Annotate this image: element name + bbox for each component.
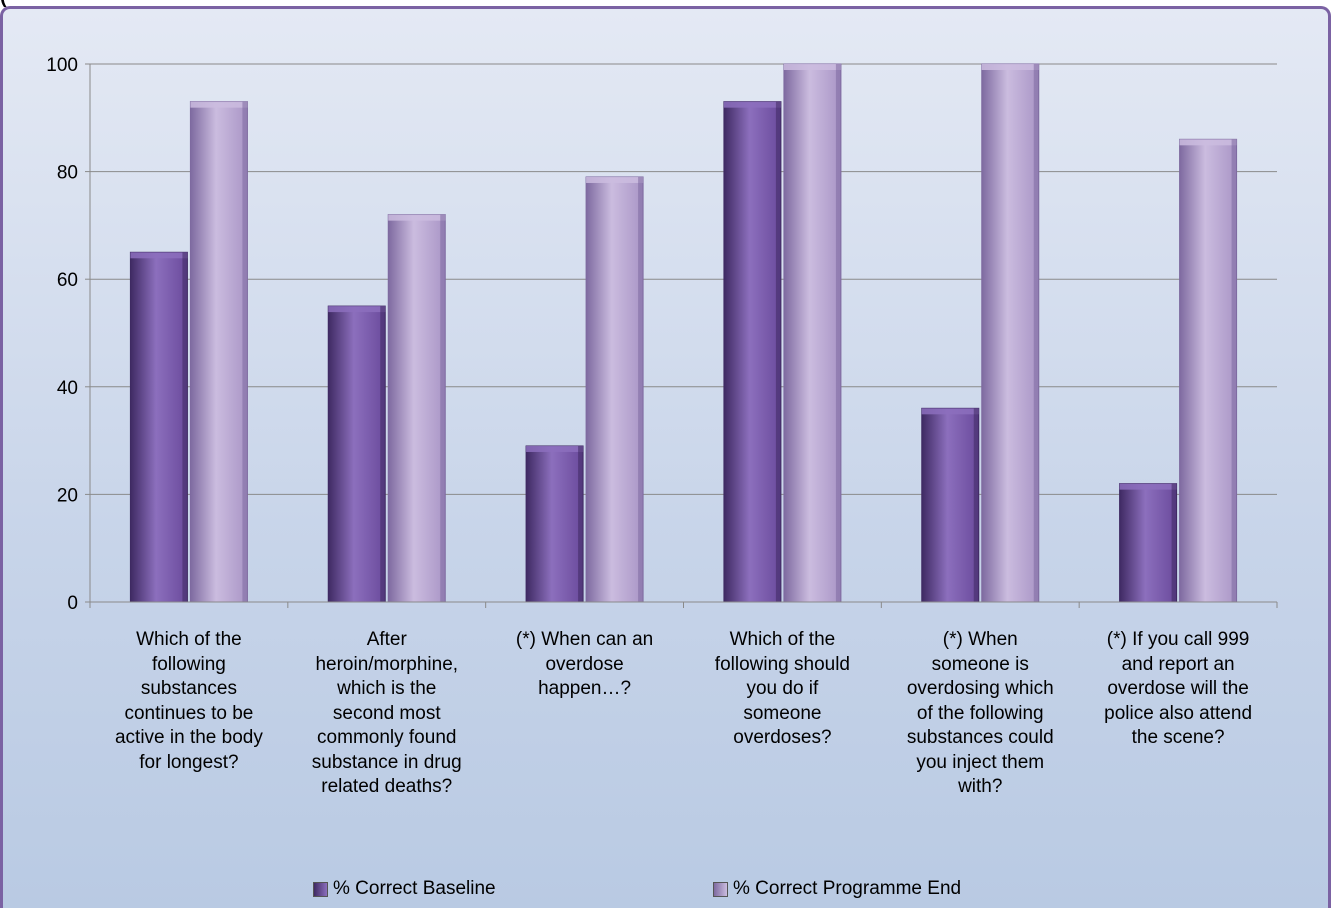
bar-programme-end-4: [783, 63, 842, 603]
bar-programme-end-5: [981, 63, 1040, 603]
x-category-label-line: you inject them: [916, 751, 1045, 773]
x-category-label: (*) If you call 999 and report an overdose…: [1083, 628, 1273, 751]
legend-swatch-programme-end: [713, 881, 728, 897]
x-category-label-line: for longest?: [139, 751, 239, 773]
x-category-label: (*) When can an overdose happen…?: [490, 628, 680, 702]
x-category-label: After heroin/morphine, which is the second …: [292, 628, 482, 800]
x-category-label-line: you do if: [746, 678, 819, 699]
bar-baseline-2: [327, 305, 386, 603]
y-tick-label: 20: [57, 485, 78, 506]
y-tick-label: 40: [57, 378, 78, 399]
x-category-label-line: and report an: [1121, 653, 1235, 675]
bar-baseline-3: [525, 445, 584, 603]
x-category-label-line: overdosing which: [906, 678, 1054, 699]
x-category-label-line: overdoses?: [733, 727, 832, 748]
x-category-label-line: commonly found: [317, 727, 457, 748]
y-tick-label: 0: [67, 593, 78, 614]
legend-swatch-baseline: [313, 881, 328, 897]
clipped-title: (: [0, 0, 7, 8]
x-category-label-line: which is the: [337, 678, 437, 699]
x-category-label-line: happen…?: [538, 678, 632, 699]
x-category-label-line: following should: [714, 653, 850, 675]
x-category-label-line: Which of the: [729, 629, 836, 650]
y-tick-label: 60: [57, 270, 78, 291]
bar-programme-end-2: [387, 214, 446, 603]
axes: [89, 64, 1278, 608]
gridlines: [90, 63, 1277, 495]
x-category-label-line: police also attend: [1104, 702, 1253, 724]
bar-baseline-5: [921, 407, 980, 603]
x-category-label-line: heroin/morphine,: [315, 653, 459, 675]
x-category-label-line: second most: [332, 702, 441, 724]
x-category-label: Which of the following should you do if som…: [687, 628, 877, 751]
x-category-label-line: (*) When: [942, 629, 1018, 650]
x-category-label-line: substance in drug: [311, 751, 462, 773]
x-category-label-line: someone: [743, 702, 822, 724]
x-category-label-line: Which of the: [136, 629, 242, 650]
bar-programme-end-1: [189, 101, 248, 603]
x-category-label: (*) When someone is overdosing which of the…: [885, 628, 1075, 800]
x-category-label-line: overdose will the: [1107, 678, 1249, 699]
x-category-label: Which of the following substances continues…: [94, 628, 284, 775]
bar-programme-end-3: [585, 176, 644, 603]
bars: [129, 63, 1238, 603]
y-tick-label: 80: [57, 163, 78, 184]
x-category-label-line: someone is: [931, 653, 1029, 675]
x-category-label-line: active in the body: [114, 727, 263, 748]
x-category-label-line: following: [151, 653, 226, 675]
x-category-label-line: related deaths?: [321, 776, 453, 797]
x-category-label-line: of the following: [916, 702, 1044, 724]
x-category-label-line: (*) If you call 999: [1106, 629, 1250, 650]
y-tick-label: 100: [46, 55, 78, 76]
x-category-label-line: continues to be: [124, 702, 254, 724]
bar-baseline-4: [723, 101, 782, 603]
legend-label-programme-end: % Correct Programme End: [733, 878, 962, 899]
legend-label-baseline: % Correct Baseline: [333, 878, 496, 899]
x-category-label-line: After: [366, 629, 407, 650]
bar-baseline-6: [1119, 483, 1178, 603]
x-category-label-line: the scene?: [1131, 727, 1225, 748]
bar-baseline-1: [129, 251, 188, 603]
x-category-label-line: with?: [958, 776, 1003, 797]
x-category-label-line: substances: [140, 678, 237, 699]
x-category-label-line: substances could: [906, 727, 1054, 748]
bar-programme-end-6: [1179, 138, 1238, 603]
legend-item-baseline: % Correct Baseline: [313, 877, 496, 901]
y-axis-ticks: 0 20 40 60 80 100: [46, 55, 90, 614]
x-category-label-line: (*) When can an: [515, 629, 654, 650]
x-category-label-line: overdose: [545, 653, 624, 675]
legend-item-programme-end: % Correct Programme End: [713, 877, 961, 901]
